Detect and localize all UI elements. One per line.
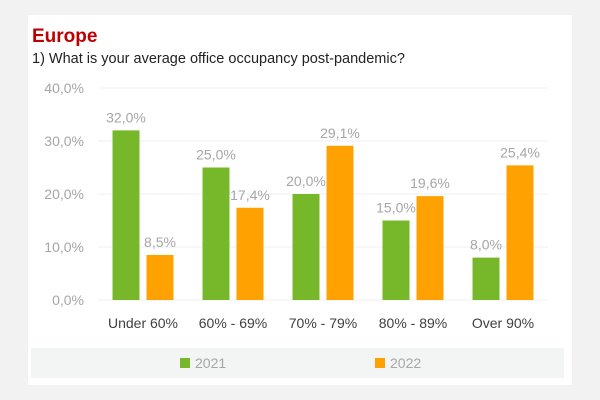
bar-2022 bbox=[236, 207, 264, 300]
legend-label: 2021 bbox=[195, 355, 227, 371]
bar-2021 bbox=[472, 257, 500, 300]
data-label: 20,0% bbox=[286, 173, 326, 189]
data-label: 15,0% bbox=[376, 200, 416, 216]
x-tick-label: Over 90% bbox=[472, 315, 534, 331]
legend-swatch-2022 bbox=[375, 358, 385, 368]
legend-label: 2022 bbox=[390, 355, 422, 371]
y-tick-label: 0,0% bbox=[52, 292, 84, 308]
y-tick-label: 30,0% bbox=[44, 133, 84, 149]
chart-subtitle: 1) What is your average office occupancy… bbox=[32, 51, 405, 67]
data-label: 29,1% bbox=[320, 125, 360, 141]
bar-2022 bbox=[416, 196, 444, 300]
x-tick-label: 80% - 89% bbox=[379, 315, 447, 331]
legend-item-2022: 2022 bbox=[375, 355, 421, 371]
bar-2021 bbox=[202, 167, 230, 300]
data-label: 17,4% bbox=[230, 187, 270, 203]
legend-item-2021: 2021 bbox=[180, 355, 226, 371]
x-tick-label: 70% - 79% bbox=[289, 315, 357, 331]
data-label: 32,0% bbox=[106, 109, 146, 125]
y-tick-label: 20,0% bbox=[44, 186, 84, 202]
data-label: 8,5% bbox=[144, 234, 176, 250]
bar-2021 bbox=[292, 194, 320, 300]
x-tick-label: 60% - 69% bbox=[199, 315, 267, 331]
bar-2022 bbox=[326, 145, 354, 300]
y-tick-label: 10,0% bbox=[44, 239, 84, 255]
legend-swatch-2021 bbox=[180, 358, 190, 368]
legend: 2021 2022 bbox=[31, 348, 564, 378]
data-label: 8,0% bbox=[470, 237, 502, 253]
bar-2022 bbox=[146, 254, 174, 300]
data-label: 19,6% bbox=[410, 175, 450, 191]
x-tick-label: Under 60% bbox=[108, 315, 178, 331]
bar-2021 bbox=[382, 220, 410, 300]
data-label: 25,4% bbox=[500, 144, 540, 160]
data-label: 25,0% bbox=[196, 147, 236, 163]
bar-2022 bbox=[506, 165, 534, 300]
bar-2021 bbox=[112, 130, 140, 300]
y-tick-label: 40,0% bbox=[44, 80, 84, 96]
chart-title: Europe bbox=[32, 26, 98, 47]
